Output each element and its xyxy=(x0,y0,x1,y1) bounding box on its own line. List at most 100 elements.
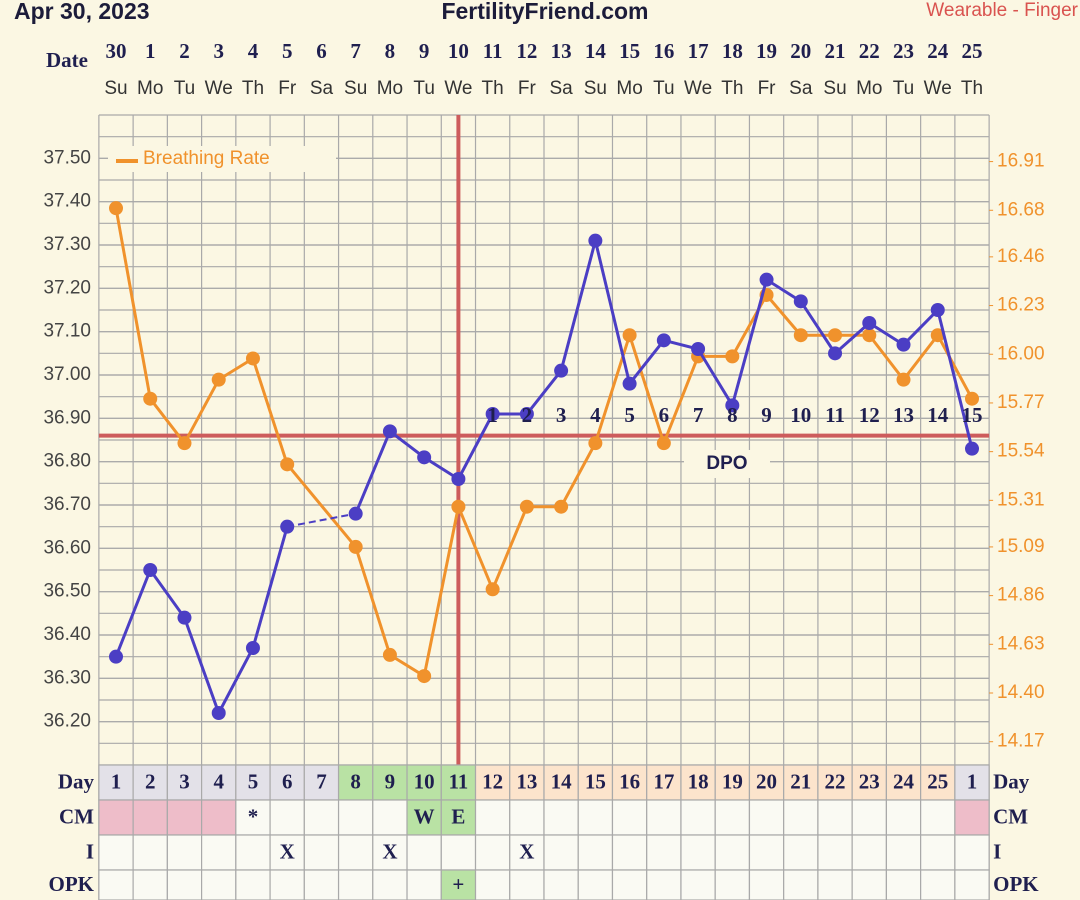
x-tick-label: 13 xyxy=(551,39,572,63)
table-cell xyxy=(303,869,340,900)
table-cell xyxy=(885,834,922,871)
x-tick-label: 3 xyxy=(213,39,224,63)
series-line xyxy=(114,526,289,717)
table-cell xyxy=(372,869,408,900)
table-cell xyxy=(817,834,853,871)
source: Wearable - Finger xyxy=(926,0,1078,21)
x-tick-label: 11 xyxy=(483,39,503,63)
table-cell xyxy=(646,799,682,836)
table-cell xyxy=(543,799,579,836)
cell-text: 24 xyxy=(893,769,915,793)
data-point xyxy=(382,424,397,439)
x-axis-label: Date xyxy=(46,48,88,72)
table-cell xyxy=(406,834,442,871)
cell-text: 7 xyxy=(316,769,327,793)
data-point xyxy=(930,328,945,343)
weekday-label: Mo xyxy=(137,78,163,99)
table-cell xyxy=(748,834,785,871)
y2-tick-label: 16.91 xyxy=(997,151,1045,172)
data-point xyxy=(656,436,671,451)
row-label-right: Day xyxy=(993,769,1030,793)
cell-text: 10 xyxy=(414,769,435,793)
table-cell xyxy=(474,834,511,871)
cell-text: 2 xyxy=(145,769,156,793)
table-cell xyxy=(269,799,305,836)
dpo-number: 13 xyxy=(893,403,914,427)
table-cell xyxy=(269,834,305,871)
y2-tick-label: 15.09 xyxy=(997,536,1045,557)
table-cell xyxy=(372,799,408,836)
data-point xyxy=(759,272,774,287)
cell-text: 8 xyxy=(350,769,361,793)
data-point xyxy=(588,233,603,248)
cell-text: 11 xyxy=(448,769,468,793)
table-cell xyxy=(954,869,990,900)
table-cell xyxy=(235,869,271,900)
table-cell xyxy=(201,834,237,871)
table-cell xyxy=(440,834,477,871)
cell-text: 17 xyxy=(653,769,674,793)
y-tick-label: 37.20 xyxy=(43,277,91,298)
table-cell xyxy=(406,764,442,801)
data-point xyxy=(930,303,945,317)
cell-text: 15 xyxy=(585,769,606,793)
cell-text: X xyxy=(519,839,534,863)
data-point xyxy=(382,647,397,662)
table-cell xyxy=(235,799,271,836)
dpo-number: 8 xyxy=(727,403,738,427)
data-point xyxy=(622,376,637,391)
legend-label: Breathing Rate xyxy=(143,148,270,169)
y-tick-label: 37.40 xyxy=(43,191,91,212)
table-cell xyxy=(714,799,751,836)
table-cell xyxy=(680,764,716,801)
table-cell xyxy=(132,834,168,871)
table-cell xyxy=(954,799,990,836)
weekday-label: Tu xyxy=(413,78,434,99)
data-point xyxy=(793,328,808,343)
row-label: I xyxy=(86,839,94,863)
cell-text: 16 xyxy=(619,769,640,793)
row-label-right: OPK xyxy=(993,872,1039,896)
x-tick-label: 6 xyxy=(316,39,327,63)
data-point xyxy=(348,539,363,554)
series-line xyxy=(114,207,289,465)
weekday-label: Sa xyxy=(549,78,573,99)
cell-text: 20 xyxy=(756,769,777,793)
cell-text: 1 xyxy=(111,769,122,793)
table-cell xyxy=(817,799,853,836)
dpo-number: 14 xyxy=(927,403,949,427)
dpo-number: 7 xyxy=(693,403,704,427)
legend-box xyxy=(108,146,336,172)
y2-tick-label: 16.23 xyxy=(997,295,1045,316)
table-cell xyxy=(509,799,545,836)
table-cell xyxy=(748,799,785,836)
weekday-label: We xyxy=(684,78,712,99)
table-cell xyxy=(646,869,682,900)
x-tick-label: 1 xyxy=(145,39,156,63)
x-tick-label: 21 xyxy=(825,39,846,63)
x-tick-label: 15 xyxy=(619,39,640,63)
cell-text: 4 xyxy=(213,769,224,793)
table-cell xyxy=(577,869,614,900)
table-cell xyxy=(98,869,134,900)
weekday-label: Th xyxy=(721,78,743,99)
data-point xyxy=(451,472,466,486)
data-point xyxy=(485,582,500,597)
table-cell xyxy=(885,869,922,900)
weekday-label: Tu xyxy=(893,78,914,99)
table-cell xyxy=(303,764,340,801)
weekday-label: Su xyxy=(344,78,367,99)
table-cell xyxy=(783,799,819,836)
weekday-label: Th xyxy=(961,78,983,99)
table-cell xyxy=(748,869,785,900)
y-tick-label: 37.00 xyxy=(43,364,91,385)
weekday-label: Fr xyxy=(758,78,777,99)
cell-text: * xyxy=(248,804,259,828)
data-point xyxy=(828,328,843,343)
data-point xyxy=(554,499,569,514)
y-tick-label: 36.30 xyxy=(43,667,91,688)
x-tick-label: 25 xyxy=(962,39,983,63)
table-cell xyxy=(372,764,408,801)
cell-text: E xyxy=(451,804,465,828)
x-tick-label: 18 xyxy=(722,39,743,63)
